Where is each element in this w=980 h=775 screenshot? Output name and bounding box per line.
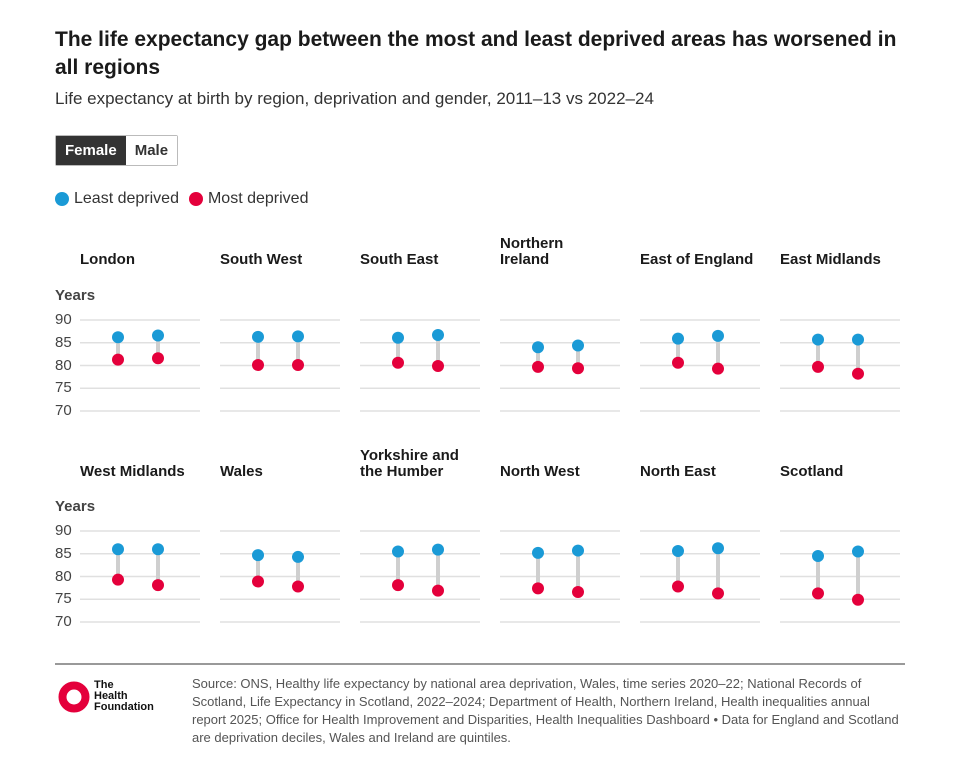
least-deprived-point xyxy=(292,550,304,563)
least-deprived-point xyxy=(712,542,724,555)
least-deprived-point xyxy=(672,332,684,345)
least-deprived-point xyxy=(432,543,444,556)
least-deprived-point xyxy=(712,329,724,342)
most-deprived-point xyxy=(532,360,544,373)
legend-most-label: Most deprived xyxy=(207,190,309,207)
most-deprived-point xyxy=(812,360,824,373)
small-multiples: Years 90 85 80 75 70 Years 90 85 80 75 70 London Sout… xyxy=(55,235,900,630)
most-deprived-point xyxy=(432,584,444,597)
legend-least-swatch xyxy=(55,192,69,206)
gender-toggle: Female Male xyxy=(55,135,179,166)
source-note: Source: ONS, Healthy life expectancy by … xyxy=(192,676,899,745)
least-deprived-point xyxy=(432,329,444,342)
least-deprived-point xyxy=(532,546,544,559)
most-deprived-point xyxy=(392,579,404,592)
chart-subtitle: Life expectancy at birth by region, depr… xyxy=(55,89,654,108)
most-deprived-point xyxy=(252,575,264,588)
chart-svg xyxy=(80,319,900,623)
logo-ring-icon xyxy=(58,681,90,712)
toggle-female[interactable]: Female xyxy=(56,136,126,165)
y-axis-label: Years xyxy=(55,287,96,304)
y-tick-label: 80 xyxy=(55,567,72,585)
least-deprived-point xyxy=(152,329,164,342)
most-deprived-point xyxy=(392,356,404,369)
least-deprived-point xyxy=(112,331,124,344)
least-deprived-point xyxy=(572,339,584,352)
least-deprived-point xyxy=(812,550,824,563)
panel-title: West Midlands xyxy=(80,463,185,480)
most-deprived-point xyxy=(712,587,724,600)
most-deprived-point xyxy=(532,582,544,595)
most-deprived-point xyxy=(292,580,304,593)
y-tick-label: 75 xyxy=(55,379,72,397)
panel-title: North East xyxy=(640,463,716,480)
least-deprived-point xyxy=(252,330,264,343)
legend-most-swatch xyxy=(188,192,203,206)
panel-title: South East xyxy=(360,251,439,268)
most-deprived-point xyxy=(152,579,164,592)
legend-least-label: Least deprived xyxy=(74,190,179,207)
least-deprived-point xyxy=(292,330,304,343)
least-deprived-point xyxy=(392,545,404,558)
most-deprived-point xyxy=(672,580,684,593)
most-deprived-point xyxy=(292,359,304,372)
least-deprived-point xyxy=(852,333,864,346)
most-deprived-point xyxy=(572,362,584,375)
y-tick-label: 90 xyxy=(55,522,72,539)
y-tick-label: 70 xyxy=(55,613,72,630)
toggle-male[interactable]: Male xyxy=(125,136,178,165)
chart-title: The life expectancy gap between the most… xyxy=(55,28,897,79)
y-tick-label: 90 xyxy=(55,311,72,328)
least-deprived-point xyxy=(532,341,544,354)
y-tick-label: 85 xyxy=(55,333,72,351)
y-axis-label: Years xyxy=(55,498,96,515)
most-deprived-point xyxy=(852,593,864,606)
y-tick-label: 85 xyxy=(55,544,72,562)
logo-text: The Health Foundation xyxy=(94,679,154,713)
least-deprived-point xyxy=(672,545,684,558)
health-foundation-logo: The Health Foundation xyxy=(58,680,154,713)
panel-title: Scotland xyxy=(780,463,844,480)
most-deprived-point xyxy=(572,585,584,598)
y-tick-label: 70 xyxy=(55,402,72,419)
most-deprived-point xyxy=(812,587,824,600)
panel-title: Yorkshire and the Humber xyxy=(360,447,459,480)
most-deprived-point xyxy=(112,573,124,586)
panel-title: Northern Ireland xyxy=(500,235,564,268)
legend: Least deprived Most deprived xyxy=(55,190,318,208)
most-deprived-point xyxy=(852,367,864,380)
y-tick-label: 75 xyxy=(55,590,72,608)
panel-title: North West xyxy=(500,463,580,480)
least-deprived-point xyxy=(852,545,864,558)
footer-divider xyxy=(55,663,905,665)
panel-title: London xyxy=(80,251,135,268)
most-deprived-point xyxy=(712,362,724,375)
most-deprived-point xyxy=(432,359,444,372)
least-deprived-point xyxy=(252,549,264,562)
panel-title: Wales xyxy=(220,463,263,480)
least-deprived-point xyxy=(812,333,824,346)
most-deprived-point xyxy=(252,359,264,372)
panel-title: East of England xyxy=(640,251,754,268)
panel-title: South West xyxy=(220,251,303,268)
y-tick-label: 80 xyxy=(55,356,72,374)
most-deprived-point xyxy=(672,356,684,369)
least-deprived-point xyxy=(152,543,164,556)
most-deprived-point xyxy=(112,353,124,366)
most-deprived-point xyxy=(152,352,164,365)
least-deprived-point xyxy=(112,543,124,556)
least-deprived-point xyxy=(572,544,584,557)
least-deprived-point xyxy=(392,331,404,344)
panel-title: East Midlands xyxy=(780,251,881,268)
